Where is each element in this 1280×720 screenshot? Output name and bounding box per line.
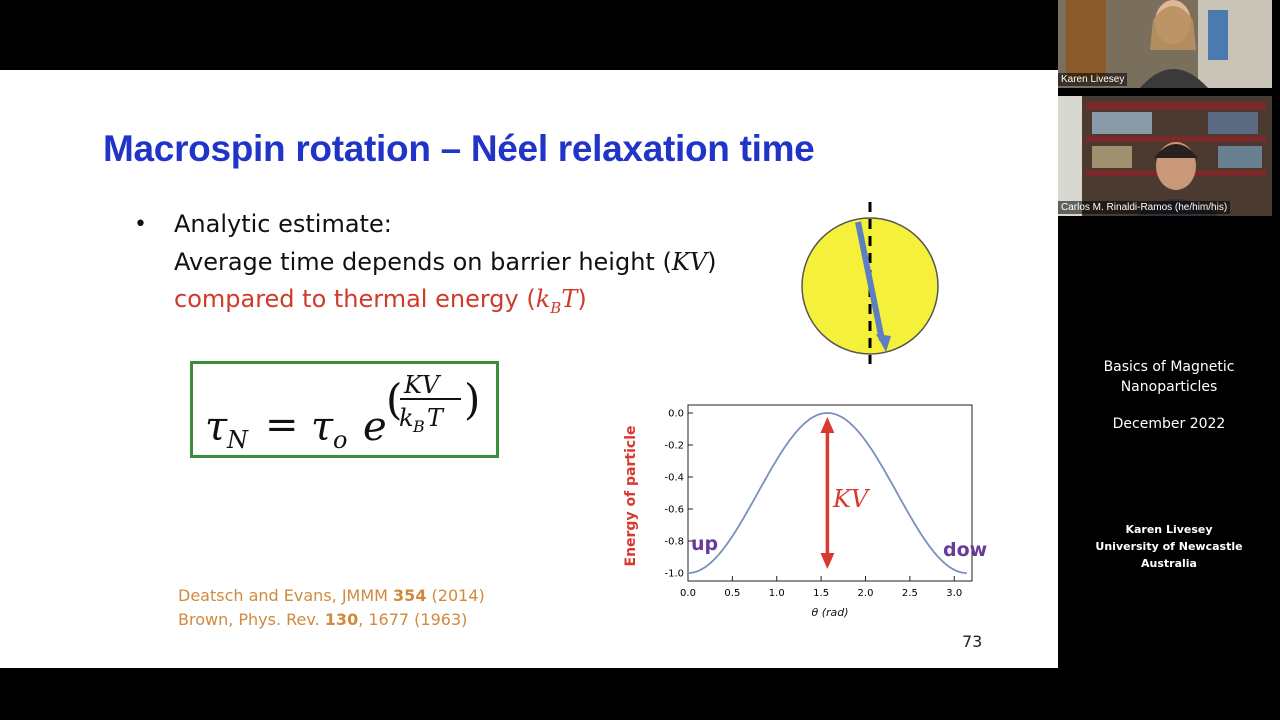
reference-2: Brown, Phys. Rev. 130, 1677 (1963) xyxy=(178,610,467,629)
participant-name-2: Carlos M. Rinaldi-Ramos (he/him/his) xyxy=(1058,201,1231,214)
eq-sub-o: o xyxy=(333,426,347,454)
up-label: up xyxy=(691,533,718,555)
participant-video-2[interactable]: Carlos M. Rinaldi-Ramos (he/him/his) xyxy=(1058,96,1272,216)
video-feed-2 xyxy=(1058,96,1272,216)
author-name: Karen Livesey xyxy=(1125,523,1213,536)
barrier-arrow-head xyxy=(820,417,835,433)
equation-svg: τ N = τ o e ( KV k B T ) xyxy=(205,371,480,454)
x-tick-label: 2.5 xyxy=(902,588,918,599)
spin-arrow-shaft xyxy=(855,221,885,341)
y-tick-label: -1.0 xyxy=(664,569,684,580)
energy-chart: 0.0 0.5 1.0 1.5 2.0 2.5 3.0 0.0 -0.2 -0.4 -0.6 -0.… xyxy=(623,404,988,619)
eq-denominator-sub: B xyxy=(412,417,425,436)
y-tick-label: -0.8 xyxy=(664,537,684,548)
x-axis-label: θ (rad) xyxy=(811,606,848,619)
eq-tau-o: τ xyxy=(311,404,334,450)
eq-sub-n: N xyxy=(226,426,249,454)
line3-end: ) xyxy=(577,285,587,313)
line2-math: KV xyxy=(671,248,708,276)
spin-arrow-head xyxy=(876,334,891,352)
bullet-line-2: Average time depends on barrier height (… xyxy=(174,248,716,276)
bullet-dot: • xyxy=(134,212,147,237)
eq-paren-close: ) xyxy=(464,375,480,424)
author-affiliation: University of Newcastle xyxy=(1095,540,1243,553)
eq-denominator-t: T xyxy=(427,404,445,432)
barrier-label: KV xyxy=(832,485,871,513)
eq-tau-n: τ xyxy=(205,404,228,450)
slide-title: Macrospin rotation – Néel relaxation tim… xyxy=(103,128,815,169)
x-ticks: 0.0 0.5 1.0 1.5 2.0 2.5 3.0 xyxy=(680,576,962,599)
participant-video-1[interactable]: Karen Livesey xyxy=(1058,0,1272,88)
x-tick-label: 1.5 xyxy=(813,588,829,599)
side-title-line-2: Nanoparticles xyxy=(1120,379,1218,395)
line2-text: Average time depends on barrier height ( xyxy=(174,248,672,276)
author-country: Australia xyxy=(1141,557,1197,570)
side-panel: Karen Livesey Carlos M. Rinaldi-Ramos (h… xyxy=(1058,0,1280,720)
line3-math2: T xyxy=(561,285,578,313)
ref1-volume: 354 xyxy=(393,586,427,605)
bullet-line-1: Analytic estimate: xyxy=(174,210,392,238)
line3-text: compared to thermal energy ( xyxy=(174,285,536,313)
ref1-year: (2014) xyxy=(426,586,485,605)
x-tick-label: 1.0 xyxy=(769,588,785,599)
ref2-pages: , 1677 (1963) xyxy=(358,610,468,629)
side-panel-title: Basics of Magnetic Nanoparticles xyxy=(1058,357,1280,397)
bullet-line-3: compared to thermal energy (kBT) xyxy=(174,285,587,317)
ref2-text: Brown, Phys. Rev. xyxy=(178,610,325,629)
barrier-arrow-head xyxy=(820,553,835,569)
macrospin-diagram xyxy=(790,200,950,374)
page-number: 73 xyxy=(962,632,983,651)
reference-1: Deatsch and Evans, JMMM 354 (2014) xyxy=(178,586,485,605)
y-tick-label: -0.2 xyxy=(664,441,684,452)
ref1-text: Deatsch and Evans, JMMM xyxy=(178,586,394,605)
eq-e: e xyxy=(363,404,387,450)
eq-numerator: KV xyxy=(403,371,442,399)
eq-denominator-k: k xyxy=(399,404,414,432)
side-title-line-1: Basics of Magnetic xyxy=(1103,359,1235,375)
plot-frame xyxy=(687,404,973,582)
y-axis-label: Energy of particle xyxy=(623,426,639,567)
energy-curve xyxy=(687,412,967,574)
x-tick-label: 3.0 xyxy=(946,588,962,599)
equation-box: τ N = τ o e ( KV k B T ) xyxy=(190,361,499,458)
slide: Macrospin rotation – Néel relaxation tim… xyxy=(0,70,1058,668)
x-tick-label: 0.0 xyxy=(680,588,696,599)
down-label: down xyxy=(943,539,988,561)
y-tick-label: 0.0 xyxy=(668,409,684,420)
line3-math: k xyxy=(535,285,551,313)
eq-equals: = xyxy=(265,402,299,448)
x-tick-label: 2.0 xyxy=(858,588,874,599)
line2-end: ) xyxy=(707,248,717,276)
ref2-volume: 130 xyxy=(324,610,359,629)
participant-name-1: Karen Livesey xyxy=(1058,73,1128,86)
side-panel-author: Karen Livesey University of Newcastle Au… xyxy=(1058,521,1280,572)
y-tick-label: -0.6 xyxy=(664,505,684,516)
x-tick-label: 0.5 xyxy=(724,588,740,599)
line3-sub: B xyxy=(550,298,562,317)
side-panel-date: December 2022 xyxy=(1112,416,1226,432)
barrier-arrow xyxy=(820,417,835,569)
eq-paren-open: ( xyxy=(386,375,402,424)
y-tick-label: -0.4 xyxy=(664,473,684,484)
